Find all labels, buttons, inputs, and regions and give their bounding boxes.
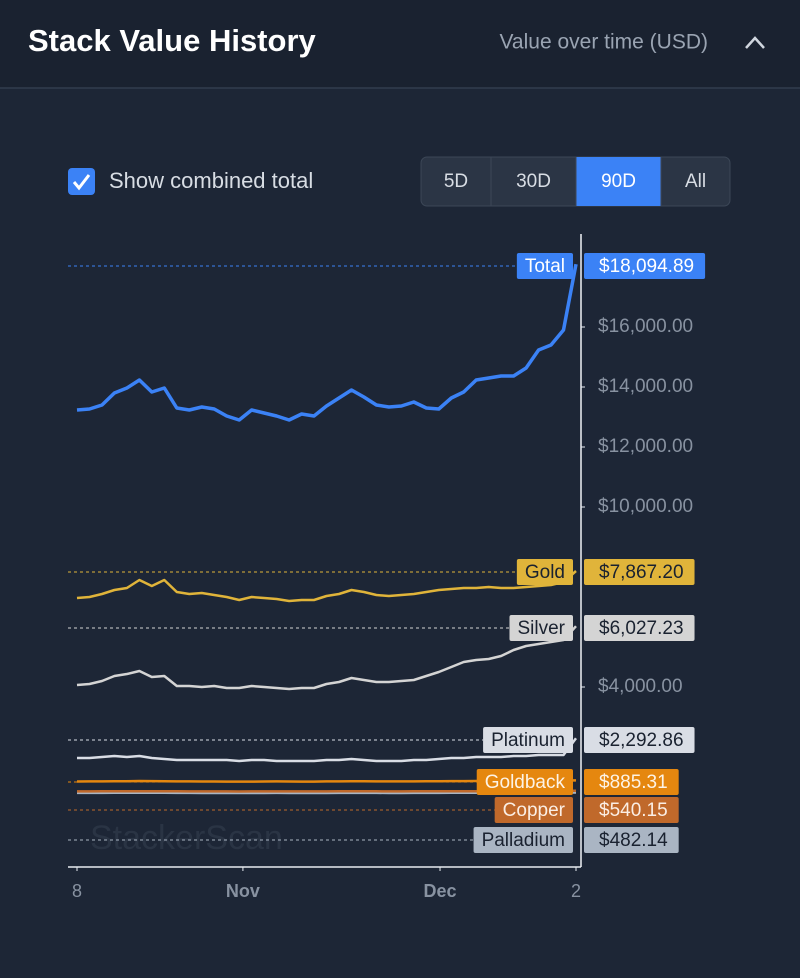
series-value-box [584,769,679,795]
series-name-label: Gold [525,562,565,583]
watermark: StackerScan [90,819,283,857]
x-tick-label: 8 [72,881,82,901]
plot: $4,000.00 $10,000.00 $12,000.00 $14,000.00 $… [68,234,706,901]
series-value-box [584,559,695,585]
x-tick-label: Dec [424,881,457,901]
series-name-box [483,727,573,753]
subtitle: Value over time (USD) [499,31,708,54]
series-value-label: $540.15 [599,800,668,821]
series-line [76,625,577,691]
series-value-label: $6,027.23 [599,618,684,639]
series-name-label: Platinum [491,730,565,751]
range-button-label[interactable]: 5D [444,171,468,192]
range-button-label[interactable]: All [685,171,706,192]
range-selector: 5D 30D 90D All [420,156,731,207]
series-name-box [494,797,573,823]
series-line [77,737,578,763]
y-tick-label: $14,000.00 [598,376,693,397]
series-value-box [584,827,679,853]
series-name-label: Goldback [485,772,566,793]
y-tick-label: $16,000.00 [598,316,693,337]
series-name-box [476,769,573,795]
x-tick-label: Nov [226,881,260,901]
series-value-box [584,615,695,641]
series-value-box [584,797,679,823]
series-name-box [473,827,573,853]
range-button-label[interactable]: 30D [516,171,551,192]
series-value-label: $482.14 [599,830,668,851]
series-value-box [584,253,706,279]
series-value-label: $2,292.86 [599,730,684,751]
series-name-box [509,615,573,641]
checkbox-box[interactable] [68,168,95,195]
series-value-label: $885.31 [599,772,668,793]
y-tick-label: $12,000.00 [598,436,693,457]
range-button-label[interactable]: 90D [601,171,636,192]
series-value-box [584,727,695,753]
checkbox-label[interactable]: Show combined total [109,168,313,193]
series-name-label: Copper [503,800,566,821]
title: Stack Value History [28,23,317,58]
series-name-label: Silver [517,618,565,639]
series-name-label: Palladium [482,830,565,851]
y-tick-label: $4,000.00 [598,676,683,697]
series-value-label: $7,867.20 [599,562,684,583]
range-button-active[interactable] [576,157,661,206]
combined-total-checkbox[interactable] [68,168,95,195]
series-line [76,570,577,603]
series-value-label: $18,094.89 [599,256,694,277]
series-line [76,263,578,422]
collapse-toggle[interactable] [745,36,765,49]
series-name-label: Total [525,256,565,277]
series-name-box [516,253,573,279]
x-tick-label: 2 [571,881,581,901]
series-name-box [516,559,573,585]
checkmark[interactable] [72,174,91,191]
y-tick-label: $10,000.00 [598,496,693,517]
